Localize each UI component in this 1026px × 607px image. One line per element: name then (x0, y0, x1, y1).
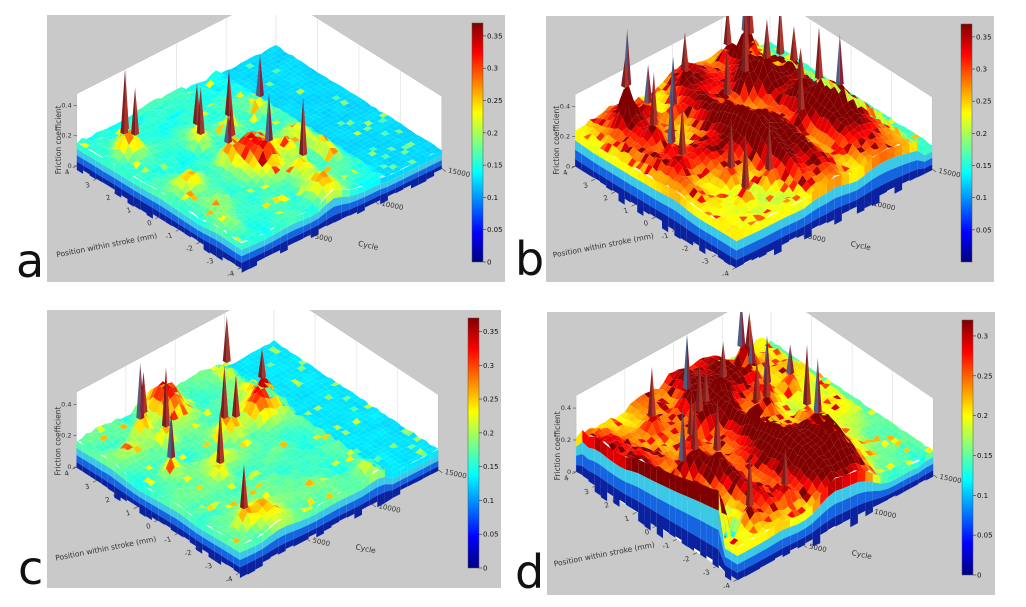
svg-text:Friction coefficient: Friction coefficient (54, 105, 63, 174)
svg-text:15000: 15000 (447, 167, 470, 179)
surface-plot-d: 43210-1-2-3-4500010000150000.40.20Fricti… (553, 312, 993, 591)
panel-d: 4 3 2 1 0 -1 -2 -3 -4 5000 10000 15000 0.4 0.2 0 Fricti… (547, 312, 995, 595)
svg-text:0: 0 (643, 219, 649, 228)
surface-skirt (575, 130, 933, 269)
surface-spikes (136, 315, 267, 510)
svg-text:-1: -1 (661, 232, 670, 242)
svg-text:-3: -3 (206, 257, 215, 267)
svg-text:0.2: 0.2 (487, 129, 498, 137)
svg-text:2: 2 (603, 194, 609, 203)
svg-text:5000: 5000 (807, 233, 826, 245)
colorbar: 0.350.30.250.20.150.10.050 (467, 317, 499, 573)
surface-skirt (76, 440, 439, 578)
svg-text:0.4: 0.4 (61, 102, 71, 110)
svg-text:-2: -2 (185, 244, 194, 254)
svg-text:0.3: 0.3 (976, 66, 987, 74)
surface-skirt (576, 429, 934, 581)
surface-spikes (621, 16, 844, 190)
svg-text:0.15: 0.15 (976, 162, 992, 170)
svg-text:0.2: 0.2 (560, 132, 570, 140)
svg-text:3: 3 (582, 181, 588, 190)
colorbar: 0.35 0.3 0.25 0.2 0.15 0.1 0.05 (960, 23, 992, 263)
svg-text:3: 3 (85, 181, 91, 190)
svg-text:2: 2 (105, 193, 111, 202)
svg-text:-3: -3 (701, 257, 710, 267)
svg-text:0.2: 0.2 (976, 130, 987, 138)
svg-text:Position within stroke (mm): Position within stroke (mm) (552, 231, 655, 259)
svg-text:0.1: 0.1 (487, 194, 498, 202)
colorbar: 0.35 0.3 0.25 0.2 0.15 0.1 0.05 0 (471, 22, 503, 267)
svg-text:10000: 10000 (381, 200, 404, 212)
colorbar: 0.30.250.20.150.10.050 (961, 319, 993, 580)
svg-text:Friction coefficient: Friction coefficient (552, 106, 561, 175)
svg-text:0.4: 0.4 (560, 102, 570, 110)
panel-label-d: d (515, 545, 545, 599)
svg-text:0: 0 (566, 162, 570, 170)
svg-text:10000: 10000 (873, 200, 896, 212)
svg-text:1: 1 (126, 206, 132, 215)
surface-skirt (76, 142, 442, 273)
panel-label-b: b (515, 232, 545, 286)
surface-plot-b: 4 3 2 1 0 -1 -2 -3 -4 5000 10000 15000 0.4 0.2 0 Fricti… (552, 16, 992, 279)
svg-text:4: 4 (64, 168, 71, 177)
svg-text:0.25: 0.25 (976, 98, 992, 106)
panel-a: 4 3 2 1 0 -1 -2 -3 -4 5000 10000 15000 0.4 0.2 0 Fricti… (47, 15, 505, 282)
svg-text:0.35: 0.35 (487, 32, 503, 40)
svg-text:0.2: 0.2 (61, 132, 71, 140)
svg-text:-4: -4 (721, 269, 730, 279)
svg-text:0.15: 0.15 (487, 162, 503, 170)
svg-text:15000: 15000 (938, 167, 961, 179)
svg-text:0: 0 (68, 162, 72, 170)
surface-spikes (647, 312, 822, 508)
svg-text:0.1: 0.1 (976, 194, 987, 202)
svg-text:0.05: 0.05 (487, 226, 503, 234)
svg-text:0.3: 0.3 (487, 65, 498, 73)
svg-text:0.25: 0.25 (487, 97, 503, 105)
svg-text:-2: -2 (681, 244, 690, 254)
svg-text:0: 0 (487, 259, 491, 267)
svg-text:-1: -1 (165, 231, 174, 241)
svg-text:0: 0 (146, 219, 152, 228)
panel-label-a: a (16, 234, 45, 288)
svg-text:-4: -4 (226, 269, 235, 279)
svg-text:0.05: 0.05 (976, 226, 992, 234)
panel-c: 4 3 2 1 0 -1 -2 -3 -4 5000 10000 15000 0.4 0.2 0 Fricti… (47, 310, 501, 588)
svg-text:Position within stroke (mm): Position within stroke (mm) (56, 231, 159, 259)
surface-spikes (120, 54, 308, 156)
panel-b: 4 3 2 1 0 -1 -2 -3 -4 5000 10000 15000 0.4 0.2 0 Fricti… (546, 16, 994, 282)
panel-label-c: c (18, 541, 44, 595)
surface-plot-c: 43210-1-2-3-4500010000150000.40.20Fricti… (54, 310, 499, 584)
surface-mesh (575, 30, 933, 233)
svg-text:4: 4 (562, 168, 569, 177)
svg-text:Cycle: Cycle (357, 239, 379, 252)
svg-text:0.35: 0.35 (976, 33, 992, 41)
svg-text:5000: 5000 (314, 233, 333, 245)
svg-text:1: 1 (623, 206, 629, 215)
svg-text:Cycle: Cycle (850, 239, 872, 252)
surface-plot-a: 4 3 2 1 0 -1 -2 -3 -4 5000 10000 15000 0.4 0.2 0 Fricti… (54, 15, 503, 279)
